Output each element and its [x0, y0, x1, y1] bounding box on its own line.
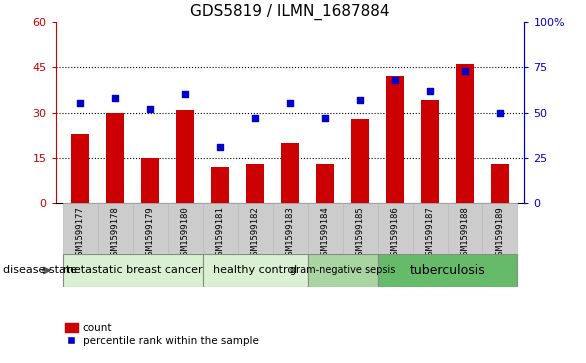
Bar	[71, 134, 89, 203]
Bar	[237, 203, 272, 254]
Bar	[316, 164, 334, 203]
Text: GSM1599188: GSM1599188	[461, 206, 469, 260]
Bar	[132, 203, 168, 254]
Legend: count, percentile rank within the sample: count, percentile rank within the sample	[61, 319, 263, 351]
Text: GSM1599179: GSM1599179	[146, 206, 155, 260]
Bar	[448, 203, 482, 254]
Text: metastatic breast cancer: metastatic breast cancer	[63, 265, 202, 276]
Point	[425, 88, 435, 94]
Text: GSM1599182: GSM1599182	[251, 206, 260, 260]
Text: GSM1599177: GSM1599177	[76, 206, 84, 260]
Bar	[203, 254, 308, 287]
Title: GDS5819 / ILMN_1687884: GDS5819 / ILMN_1687884	[190, 4, 390, 20]
Point	[110, 95, 120, 101]
Point	[180, 91, 190, 97]
Bar	[203, 203, 237, 254]
Text: GSM1599178: GSM1599178	[111, 206, 120, 260]
Bar	[413, 203, 448, 254]
Text: GSM1599184: GSM1599184	[321, 206, 329, 260]
Text: GSM1599186: GSM1599186	[390, 206, 400, 260]
Text: GSM1599185: GSM1599185	[356, 206, 364, 260]
Point	[321, 115, 330, 121]
Point	[145, 106, 155, 112]
Bar	[308, 203, 343, 254]
Bar	[386, 76, 404, 203]
Point	[216, 144, 225, 150]
Bar	[456, 64, 473, 203]
Bar	[272, 203, 308, 254]
Bar	[176, 110, 194, 203]
Bar	[482, 203, 517, 254]
Text: disease state: disease state	[3, 265, 77, 276]
Text: GSM1599180: GSM1599180	[180, 206, 190, 260]
Text: GSM1599183: GSM1599183	[285, 206, 295, 260]
Point	[76, 101, 85, 106]
Point	[250, 115, 260, 121]
Bar	[107, 113, 124, 203]
Text: gram-negative sepsis: gram-negative sepsis	[290, 265, 395, 276]
Bar	[343, 203, 377, 254]
Bar	[212, 167, 229, 203]
Text: GSM1599187: GSM1599187	[425, 206, 434, 260]
Bar	[281, 143, 299, 203]
Bar	[141, 158, 159, 203]
Text: GSM1599189: GSM1599189	[496, 206, 505, 260]
Point	[285, 101, 295, 106]
Text: healthy control: healthy control	[213, 265, 297, 276]
Bar	[377, 203, 413, 254]
Bar	[491, 164, 509, 203]
Bar	[98, 203, 132, 254]
Text: tuberculosis: tuberculosis	[410, 264, 485, 277]
Bar	[308, 254, 377, 287]
Bar	[168, 203, 203, 254]
Bar	[351, 119, 369, 203]
Point	[390, 77, 400, 83]
Bar	[246, 164, 264, 203]
Bar	[421, 101, 439, 203]
Text: GSM1599181: GSM1599181	[216, 206, 224, 260]
Bar	[63, 203, 98, 254]
Point	[461, 68, 470, 74]
Point	[355, 97, 364, 103]
Bar	[63, 254, 203, 287]
Bar	[377, 254, 517, 287]
Point	[495, 110, 505, 115]
